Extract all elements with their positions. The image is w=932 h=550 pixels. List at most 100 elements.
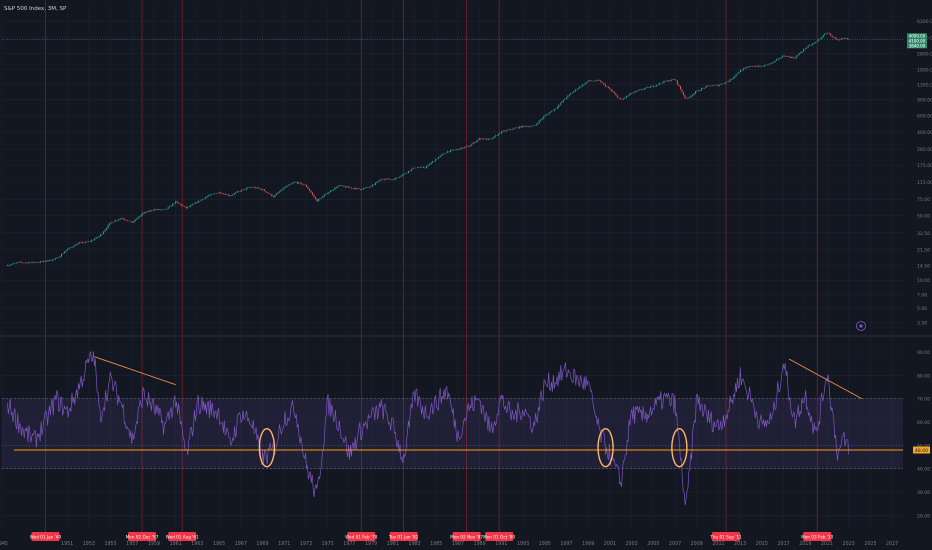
price-candle[interactable] — [789, 56, 791, 58]
price-candle[interactable] — [607, 86, 609, 88]
price-candle[interactable] — [399, 176, 401, 178]
price-candle[interactable] — [761, 66, 763, 67]
price-candle[interactable] — [124, 219, 126, 220]
price-candle[interactable] — [17, 262, 19, 263]
price-candle[interactable] — [499, 133, 501, 134]
price-candle[interactable] — [355, 188, 357, 190]
price-candle[interactable] — [32, 261, 34, 263]
price-candle[interactable] — [609, 87, 611, 90]
price-candle[interactable] — [713, 85, 715, 86]
price-candle[interactable] — [797, 54, 799, 57]
price-candle[interactable] — [571, 92, 573, 94]
price-candle[interactable] — [278, 191, 280, 193]
price-candle[interactable] — [55, 258, 57, 260]
price-candle[interactable] — [61, 253, 63, 257]
price-candle[interactable] — [837, 39, 839, 41]
price-candle[interactable] — [475, 141, 477, 143]
price-candle[interactable] — [18, 261, 20, 263]
price-candle[interactable] — [400, 175, 402, 177]
price-candle[interactable] — [196, 202, 198, 204]
price-candle[interactable] — [8, 265, 10, 266]
price-candle[interactable] — [810, 44, 812, 46]
price-candle[interactable] — [694, 91, 696, 94]
price-candle[interactable] — [498, 133, 500, 136]
price-candle[interactable] — [197, 200, 199, 203]
rsi-highlight-circle[interactable] — [258, 427, 276, 468]
price-candle[interactable] — [412, 167, 414, 170]
price-candle[interactable] — [815, 41, 817, 43]
price-candle[interactable] — [326, 193, 328, 194]
price-candle[interactable] — [648, 87, 650, 88]
price-candle[interactable] — [403, 173, 405, 175]
price-candle[interactable] — [649, 86, 651, 88]
price-candle[interactable] — [233, 193, 235, 195]
price-candle[interactable] — [308, 188, 310, 191]
price-candle[interactable] — [801, 51, 803, 53]
price-candle[interactable] — [271, 194, 273, 197]
price-candle[interactable] — [514, 127, 516, 129]
price-candle[interactable] — [716, 84, 718, 86]
price-candle[interactable] — [377, 181, 379, 182]
price-candle[interactable] — [85, 241, 87, 243]
price-candle[interactable] — [415, 167, 417, 169]
price-candle[interactable] — [719, 84, 721, 86]
price-candle[interactable] — [343, 185, 345, 187]
price-candle[interactable] — [444, 153, 446, 154]
price-candle[interactable] — [311, 192, 313, 195]
price-candle[interactable] — [429, 164, 431, 165]
price-candle[interactable] — [574, 89, 576, 92]
price-candle[interactable] — [307, 186, 309, 189]
price-candle[interactable] — [133, 221, 135, 223]
price-candle[interactable] — [795, 56, 797, 59]
price-candle[interactable] — [76, 244, 78, 246]
price-candle[interactable] — [128, 220, 130, 222]
price-candle[interactable] — [511, 129, 513, 130]
price-candle[interactable] — [74, 244, 76, 247]
price-candle[interactable] — [175, 201, 177, 204]
price-candle[interactable] — [597, 80, 599, 81]
price-candle[interactable] — [622, 98, 624, 100]
price-candle[interactable] — [82, 242, 84, 244]
price-candle[interactable] — [122, 218, 124, 220]
price-candle[interactable] — [785, 56, 787, 57]
price-candle[interactable] — [834, 37, 836, 39]
price-candle[interactable] — [154, 209, 156, 211]
price-axis[interactable]: 3.50 5.00 7.00 10.00 14.50 21.50 32.50 50.00 75.… — [907, 19, 932, 519]
price-candle[interactable] — [803, 48, 805, 52]
price-candle[interactable] — [654, 86, 656, 87]
price-candle[interactable] — [657, 84, 659, 86]
price-candle[interactable] — [666, 80, 668, 82]
price-candle[interactable] — [424, 167, 426, 169]
price-candle[interactable] — [646, 87, 648, 88]
price-candle[interactable] — [697, 90, 699, 92]
price-candle[interactable] — [490, 138, 492, 140]
price-candle[interactable] — [676, 80, 678, 85]
price-candle[interactable] — [374, 182, 376, 185]
price-candle[interactable] — [537, 123, 539, 125]
price-candle[interactable] — [691, 94, 693, 96]
price-candle[interactable] — [615, 93, 617, 96]
price-candle[interactable] — [779, 58, 781, 59]
price-candle[interactable] — [257, 187, 259, 189]
price-candle[interactable] — [442, 153, 444, 155]
price-candle[interactable] — [586, 81, 588, 83]
price-candle[interactable] — [143, 212, 145, 214]
price-candle[interactable] — [287, 184, 289, 186]
price-candle[interactable] — [800, 52, 802, 54]
price-candle[interactable] — [94, 238, 96, 240]
price-candle[interactable] — [239, 191, 241, 192]
price-candle[interactable] — [33, 262, 35, 263]
price-candle[interactable] — [558, 104, 560, 108]
price-candle[interactable] — [603, 83, 605, 85]
price-candle[interactable] — [750, 66, 752, 67]
price-candle[interactable] — [263, 189, 265, 192]
price-candle[interactable] — [508, 129, 510, 130]
price-candle[interactable] — [830, 33, 832, 36]
price-candle[interactable] — [589, 80, 591, 81]
price-candle[interactable] — [353, 188, 355, 190]
price-candle[interactable] — [109, 223, 111, 226]
price-candle[interactable] — [685, 98, 687, 99]
price-candle[interactable] — [251, 187, 253, 188]
price-candle[interactable] — [749, 66, 751, 68]
price-candle[interactable] — [565, 97, 567, 99]
